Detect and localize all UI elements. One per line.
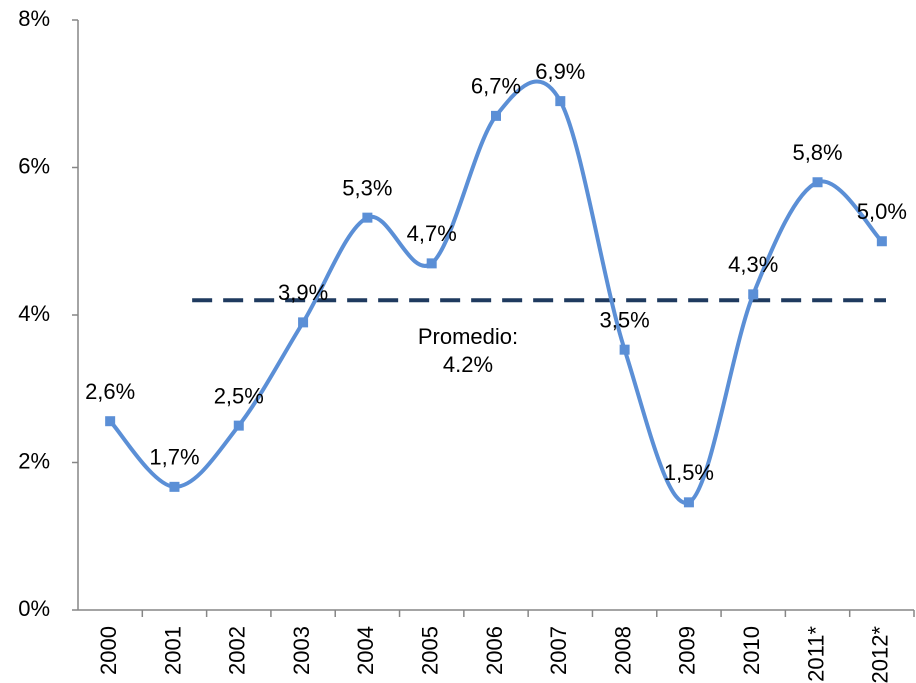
data-label: 5,8% <box>792 140 842 165</box>
x-tick-label: 2004 <box>353 626 378 675</box>
data-label: 2,6% <box>85 379 135 404</box>
marker <box>812 177 823 188</box>
x-tick-label: 2010 <box>739 626 764 675</box>
marker <box>491 110 501 121</box>
x-tick-label: 2009 <box>675 626 700 675</box>
marker <box>298 317 309 328</box>
average-label: Promedio: <box>418 324 518 349</box>
marker <box>362 212 373 223</box>
y-tick-label: 6% <box>18 153 50 178</box>
data-label: 5,3% <box>342 175 392 200</box>
marker <box>169 481 180 492</box>
data-label: 6,9% <box>535 59 585 84</box>
marker <box>748 289 759 300</box>
marker <box>683 497 694 508</box>
average-label: 4.2% <box>443 352 493 377</box>
x-tick-label: 2002 <box>225 626 250 675</box>
data-label: 4,7% <box>407 221 457 246</box>
y-tick-label: 2% <box>18 448 50 473</box>
y-tick-label: 8% <box>18 6 50 31</box>
data-label: 5,0% <box>857 199 907 224</box>
x-tick-label: 2008 <box>610 626 635 675</box>
x-tick-label: 2012* <box>868 626 893 683</box>
x-tick-label: 2006 <box>482 626 507 675</box>
y-tick-label: 0% <box>18 596 50 621</box>
data-label: 3,5% <box>600 307 650 332</box>
x-tick-label: 2005 <box>418 626 443 675</box>
data-label: 2,5% <box>214 383 264 408</box>
x-tick-label: 2007 <box>546 626 571 675</box>
x-tick-label: 2001 <box>160 626 185 675</box>
x-tick-label: 2000 <box>96 626 121 675</box>
x-tick-label: 2003 <box>289 626 314 675</box>
data-label: 3,9% <box>278 280 328 305</box>
x-tick-label: 2011* <box>803 626 828 682</box>
data-label: 6,7% <box>471 74 521 99</box>
marker <box>426 258 437 269</box>
data-label: 1,5% <box>664 460 714 485</box>
marker <box>619 344 630 355</box>
data-label: 4,3% <box>728 252 778 277</box>
marker <box>233 420 244 431</box>
marker <box>555 96 566 107</box>
marker <box>105 416 116 427</box>
y-tick-label: 4% <box>18 301 50 326</box>
marker <box>876 236 887 247</box>
data-label: 1,7% <box>149 445 199 470</box>
series-line <box>108 79 884 505</box>
